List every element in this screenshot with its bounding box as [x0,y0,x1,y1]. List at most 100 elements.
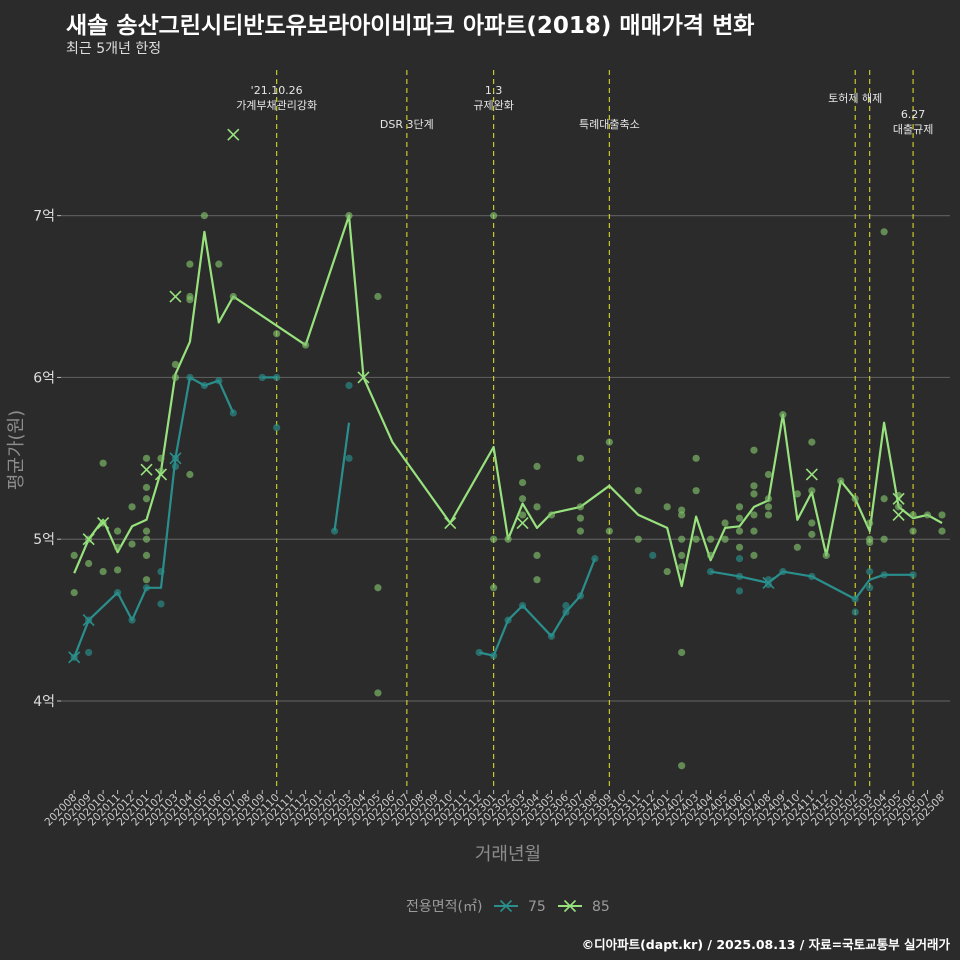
scatter-point-85 [678,535,686,543]
cross-stroke [140,463,153,476]
cross-stroke [357,371,370,384]
scatter-point-85 [142,495,151,503]
scatter-point-85 [128,503,136,511]
grid-lines [57,215,950,794]
scatter-point-85 [605,527,613,535]
scatter-point-85 [547,511,556,519]
y-tick-label: 6억 [33,370,55,386]
cross-stroke [563,899,577,913]
scatter-point-75 [200,381,208,390]
y-tick-label: 7억 [33,209,55,225]
scatter-point-85 [186,470,194,479]
scatter-point-85 [576,503,585,511]
scatter-point-75 [866,584,874,592]
scatter-point-85 [70,589,78,597]
scatter-point-85 [128,540,136,548]
y-tick-label: 5억 [33,532,55,548]
scatter-point-85 [186,296,194,304]
cross-marker-85 [169,290,182,303]
scatter-point-75 [475,648,483,657]
scatter-point-85 [142,535,151,543]
cross-marker-85 [892,492,905,505]
scatter-point-85 [113,543,122,551]
series-line-75 [478,558,596,657]
cross-marker-85 [140,463,153,476]
policy-annotation: 규제완화 [473,99,513,112]
scatter-point-85 [533,576,541,584]
scatter-point-75 [562,608,570,616]
scatter-point-85 [793,543,801,551]
scatter-point-75 [157,600,165,608]
scatter-point-75 [576,592,585,600]
scatter-point-85 [374,292,382,301]
scatter-point-85 [374,689,382,697]
scatter-point-85 [764,495,773,503]
cross-marker-75 [68,651,81,664]
scatter-point-85 [302,341,310,349]
scatter-point-85 [692,535,700,543]
scatter-point-85 [85,559,93,568]
scatter-point-85 [808,438,816,446]
cross-marker-85 [357,371,370,384]
legend-label-85: 85 [592,899,610,915]
scatter-point-85 [822,551,830,559]
policy-annotation: 가계부채관리강화 [236,99,317,112]
cross-stroke [499,899,513,913]
scatter-point-85 [866,519,874,527]
scatter-point-85 [663,503,671,511]
scatter-point-85 [938,527,946,535]
cross-marker-85 [154,468,168,481]
scatter-point-75 [330,527,339,535]
cross-stroke [68,651,81,664]
scatter-point-85 [533,551,541,559]
scatter-point-85 [866,538,874,547]
scatter-point-85 [504,535,512,543]
scatter-point-85 [663,567,671,576]
policy-annotation: '21.10.26 [251,84,303,97]
chart-title: 새솔 송산그린시티반도유보라아이비파크 아파트(2018) 매매가격 변화 [66,13,755,39]
scatter-point-75 [113,589,122,597]
scatter-point-85 [142,454,151,462]
cross-stroke [892,492,905,505]
scatter-point-85 [142,483,151,492]
cross-stroke [805,468,818,481]
scatter-point-75 [142,584,151,592]
scatter-point-85 [678,551,686,559]
scatter-point-85 [171,373,180,382]
legend-label-75: 75 [528,899,546,915]
scatter-point-75 [273,423,281,432]
x-tick-labels: 2020082020092020102020112020122021012021… [42,791,947,828]
scatter-point-75 [128,616,136,624]
y-axis-label: 평균가(원) [6,410,27,490]
scatter-point-75 [258,373,266,382]
scatter-point-85 [750,551,758,559]
cross-marker-75 [762,576,775,589]
scatter-point-85 [113,527,122,535]
cross-stroke [516,516,529,530]
scatter-point-75 [85,648,93,657]
cross-marker-85 [444,516,457,530]
scatter-point-75 [186,373,194,382]
policy-annotation: 특례대출축소 [579,118,640,131]
scatter-point-85 [880,535,888,543]
cross-stroke [169,452,182,465]
scatter-point-85 [764,503,773,511]
series-lines [73,214,943,658]
scatter-point-85 [142,551,151,559]
scatter-point-75 [880,571,888,579]
scatter-point-75 [909,571,917,579]
policy-annotation: 6.27 [901,108,926,121]
scatter-point-75 [504,616,512,624]
scatter-point-85 [764,470,773,479]
scatter-point-75 [706,567,715,576]
source-caption: ©디아파트(dapt.kr) / 2025.08.13 / 자료=국토교통부 실… [581,937,950,952]
legend: 전용면적(㎡) 75 85 [406,899,610,915]
scatter-point-85 [721,535,729,543]
scatter-point-85 [490,535,498,543]
scatter-point-85 [735,543,744,551]
scatter-point-85 [678,563,686,571]
scatter-point-75 [808,572,816,581]
scatter-point-85 [895,503,903,511]
scatter-point-85 [851,495,859,503]
